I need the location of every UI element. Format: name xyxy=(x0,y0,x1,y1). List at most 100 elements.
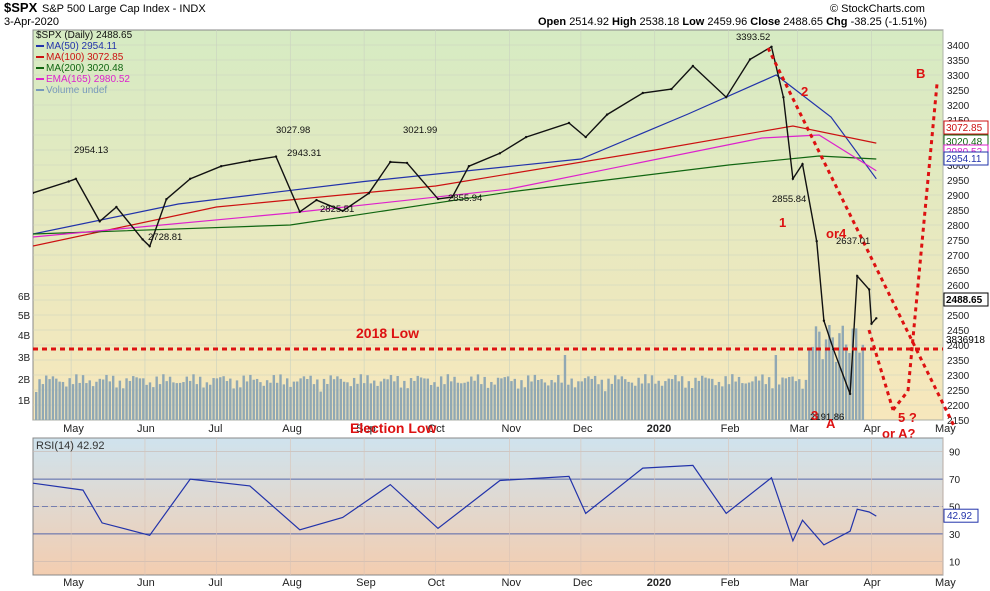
volume-bar xyxy=(306,379,309,420)
volume-bar xyxy=(399,387,403,420)
legend-entry: $SPX (Daily) 2488.65 xyxy=(36,30,133,41)
volume-bar xyxy=(838,333,841,420)
rsi-axis: 90 70 50 30 10 xyxy=(949,448,961,569)
volume-bar xyxy=(697,380,701,420)
price-point xyxy=(274,155,278,158)
volume-bar xyxy=(533,374,537,420)
volume-bar xyxy=(704,377,707,420)
price-tick-label: 3350 xyxy=(947,56,970,67)
price-point xyxy=(436,197,440,201)
chart-date: 3-Apr-2020 xyxy=(4,16,59,28)
volume-bar xyxy=(406,388,409,420)
volume-bar xyxy=(610,383,614,420)
volume-bar xyxy=(570,378,573,420)
symbol: $SPX xyxy=(4,0,38,15)
volume-bar xyxy=(717,381,721,420)
rsi-tick-label: 30 xyxy=(949,530,961,541)
volume-bar xyxy=(386,379,389,420)
volume-bar xyxy=(423,378,426,420)
volume-bar xyxy=(403,380,406,420)
volume-bar xyxy=(650,375,654,420)
volume-bar xyxy=(68,378,71,420)
volume-bar xyxy=(292,381,296,420)
chart-header: $SPX S&P 500 Large Cap Index - INDX 3-Ap… xyxy=(4,0,927,28)
volume-bar xyxy=(701,375,704,420)
trendline xyxy=(766,47,957,429)
price-point xyxy=(389,160,392,164)
volume-bar xyxy=(854,328,858,420)
legend-entry: EMA(165) 2980.52 xyxy=(46,74,130,85)
volume-bar xyxy=(590,378,593,420)
wave-labels: 1 2 3 or4 A 5 ?or A? B xyxy=(779,66,925,441)
price-tag-label: 3020.48 xyxy=(946,137,983,148)
volume-axis: 6B 5B 4B 3B 2B 1B xyxy=(18,292,31,407)
rsi-label: RSI(14) 42.92 xyxy=(36,440,104,452)
volume-bar xyxy=(637,377,640,420)
volume-bar xyxy=(275,382,279,420)
volume-bar xyxy=(101,379,105,420)
volume-bar xyxy=(182,382,185,420)
price-value-label: 2728.81 xyxy=(148,232,182,243)
volume-bar xyxy=(152,387,155,420)
legend-entry: MA(100) 3072.85 xyxy=(46,52,124,63)
price-value-label: 2637.01 xyxy=(836,236,870,247)
volume-bar xyxy=(600,379,604,420)
rsi-series xyxy=(33,464,877,546)
volume-bar xyxy=(439,376,443,420)
volume-bar xyxy=(209,384,212,420)
month-label: Mar xyxy=(790,423,809,435)
volume-bar xyxy=(215,378,219,420)
price-point xyxy=(74,177,78,180)
wave-label: or A? xyxy=(882,426,916,441)
volume-bar xyxy=(373,380,376,420)
price-tick-label: 3250 xyxy=(947,86,970,97)
volume-bar xyxy=(654,383,657,420)
volume-bar xyxy=(540,379,543,420)
volume-bar xyxy=(339,378,342,420)
volume-bar xyxy=(473,380,476,420)
price-tick-label: 2300 xyxy=(947,371,970,382)
month-label: Nov xyxy=(501,423,521,435)
wave-label: 5 ? xyxy=(898,410,917,425)
month-label: Jun xyxy=(137,577,155,589)
volume-bar xyxy=(520,380,523,420)
price-tag-label: 2488.65 xyxy=(946,295,983,306)
volume-bar xyxy=(132,376,135,420)
wave-label: B xyxy=(916,66,925,81)
volume-bar xyxy=(195,384,199,420)
price-value-label: 2943.31 xyxy=(287,148,321,159)
volume-bar xyxy=(526,375,530,420)
volume-bar xyxy=(788,377,791,420)
volume-bar xyxy=(724,376,727,420)
rsi-line xyxy=(33,464,877,546)
price-tag-box xyxy=(943,292,989,307)
volume-bar xyxy=(71,384,75,420)
volume-bar xyxy=(359,374,363,420)
volume-bar xyxy=(480,384,483,420)
volume-bar xyxy=(232,388,235,420)
volume-bar xyxy=(396,375,399,420)
price-axis: 3400335033003250320031503100305030002950… xyxy=(947,41,970,427)
wave-label: 2 xyxy=(801,84,808,99)
volume-bar xyxy=(259,382,262,420)
volume-bar xyxy=(476,374,480,420)
price-tick-label: 3400 xyxy=(947,41,970,52)
volume-bar xyxy=(680,376,684,420)
price-point xyxy=(451,195,454,199)
price-tick-label: 2650 xyxy=(947,266,970,277)
volume-bar xyxy=(168,376,172,420)
volume-bar xyxy=(814,326,818,420)
price-point xyxy=(567,121,571,125)
volume-bar xyxy=(818,331,821,420)
volume-bar xyxy=(383,378,386,420)
volume-bar xyxy=(583,378,587,420)
price-point xyxy=(115,205,118,209)
volume-bar xyxy=(620,376,624,420)
volume-bar xyxy=(175,383,178,420)
volume-bar xyxy=(660,385,664,420)
price-grid xyxy=(33,30,944,421)
volume-bar xyxy=(741,383,744,420)
volume-bar xyxy=(352,377,356,420)
ma-line-ma50 xyxy=(33,74,877,235)
